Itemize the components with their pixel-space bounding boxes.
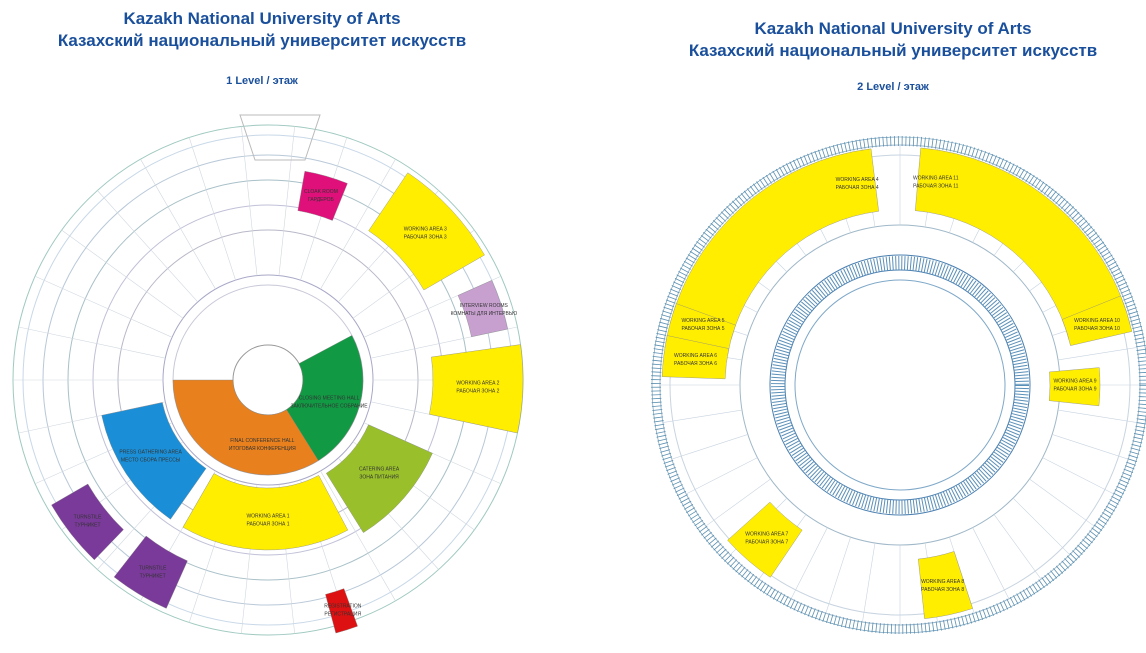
zone-label-en: FINAL CONFERENCE HALL	[230, 438, 294, 444]
zone-label-ru: ЗОНА ПИТАНИЯ	[359, 475, 399, 481]
zone-label-ru: РАБОЧАЯ ЗОНА 8	[921, 587, 964, 593]
plan-wall	[826, 537, 851, 613]
zone-label-en: WORKING AREA 9	[1053, 378, 1096, 384]
zone-label-ru: РАБОЧАЯ ЗОНА 2	[456, 389, 499, 395]
zone-label-en: PRESS GATHERING AREA	[119, 450, 182, 456]
zone-label-ru: РАБОЧАЯ ЗОНА 1	[247, 521, 290, 527]
plan-ring	[785, 270, 1015, 500]
plan-wall	[1013, 498, 1070, 555]
zone	[114, 536, 187, 608]
zone-label-ru: КОМНАТЫ ДЛЯ ИНТЕРВЬЮ	[451, 311, 518, 317]
zone-label-ru: РАБОЧАЯ ЗОНА 11	[913, 183, 959, 189]
plan-wall	[973, 528, 1009, 599]
zone-label-en: WORKING AREA 2	[456, 381, 499, 387]
floor-plans: Kazakh National University of Arts Казах…	[0, 0, 1146, 653]
zone-label-ru: РАБОЧАЯ ЗОНА 9	[1054, 386, 1097, 392]
zone-label-ru: РАБОЧАЯ ЗОНА 4	[836, 185, 879, 191]
zone-label-ru: РАБОЧАЯ ЗОНА 6	[674, 361, 717, 367]
plan-wall	[686, 458, 757, 494]
plan-wall	[97, 190, 197, 301]
zone-label-ru: ГАРДЕРОБ	[308, 197, 335, 203]
title-en: Kazakh National University of Arts	[123, 9, 400, 28]
plan-wall	[1058, 347, 1137, 360]
zone-label-en: WORKING AREA 7	[745, 532, 788, 538]
zone-label-ru: РАБОЧАЯ ЗОНА 3	[404, 235, 447, 241]
zone-label-en: CLOAK ROOM	[304, 189, 338, 195]
plan-wall	[672, 434, 748, 459]
zone-label-ru: РЕГИСТРАЦИЯ	[324, 611, 361, 617]
zone-label-en: WORKING AREA 11	[913, 175, 959, 181]
entrance	[240, 115, 320, 160]
plan-wall	[279, 126, 295, 275]
plan-wall	[1043, 458, 1114, 494]
level-label: 2 Level / этаж	[857, 81, 929, 93]
plan-wall	[1052, 434, 1128, 459]
zone	[918, 551, 972, 618]
zone-label-en: CATERING AREA	[359, 467, 400, 473]
zone-label-en: WORKING AREA 4	[836, 177, 879, 183]
plan-wall	[994, 514, 1041, 579]
zone-label-ru: РАБОЧАЯ ЗОНА 7	[745, 540, 788, 546]
zone-label-en: CLOSING MEETING HALL	[299, 396, 360, 402]
plan-ring	[770, 255, 1030, 515]
zone-label-en: TURNSTILE	[74, 514, 102, 520]
zone-label-en: WORKING AREA 6	[674, 353, 717, 359]
courtyard-ring	[778, 263, 1022, 507]
plan-ring	[740, 225, 1060, 545]
title-en: Kazakh National University of Arts	[754, 19, 1031, 38]
zone-label-ru: ЗАКЛЮЧИТЕЛЬНОЕ СОБРАНИЕ	[291, 404, 369, 410]
zone-label-en: WORKING AREA 8	[921, 579, 964, 585]
zone-label-ru: ИТОГОВАЯ КОНФЕРЕНЦИЯ	[229, 446, 296, 452]
zone-label-ru: МЕСТО СБОРА ПРЕССЫ	[121, 458, 181, 464]
zone-label-ru: ТУРНИКЕТ	[140, 573, 166, 579]
zone-label-en: REGISTRATION	[324, 603, 362, 609]
plan-ring	[795, 280, 1005, 490]
zone-label-en: TURNSTILE	[139, 565, 167, 571]
zone-label-en: WORKING AREA 10	[1074, 318, 1120, 324]
plan-wall	[241, 126, 257, 275]
zone-label-en: WORKING AREA 5	[681, 318, 724, 324]
plan-wall	[663, 410, 742, 423]
title-ru: Казахский национальный университет искус…	[689, 41, 1097, 60]
zone-label-ru: ТУРНИКЕТ	[75, 522, 101, 528]
zone-label-en: INTERVIEW ROOMS	[460, 303, 509, 309]
plan-wall	[19, 327, 166, 358]
plan-wall	[141, 159, 216, 289]
plan-wall	[1058, 410, 1137, 423]
plan-wall	[862, 543, 875, 622]
zone-label-en: WORKING AREA 1	[246, 513, 289, 519]
plan-wall	[1029, 479, 1094, 526]
page: Kazakh National University of Arts Казах…	[0, 0, 1146, 653]
level-label: 1 Level / этаж	[226, 75, 298, 87]
zone-label-ru: РАБОЧАЯ ЗОНА 10	[1074, 326, 1120, 332]
title-ru: Казахский национальный университет искус…	[58, 31, 466, 50]
zone-label-en: WORKING AREA 3	[404, 227, 447, 233]
zone-label-ru: РАБОЧАЯ ЗОНА 5	[682, 326, 725, 332]
